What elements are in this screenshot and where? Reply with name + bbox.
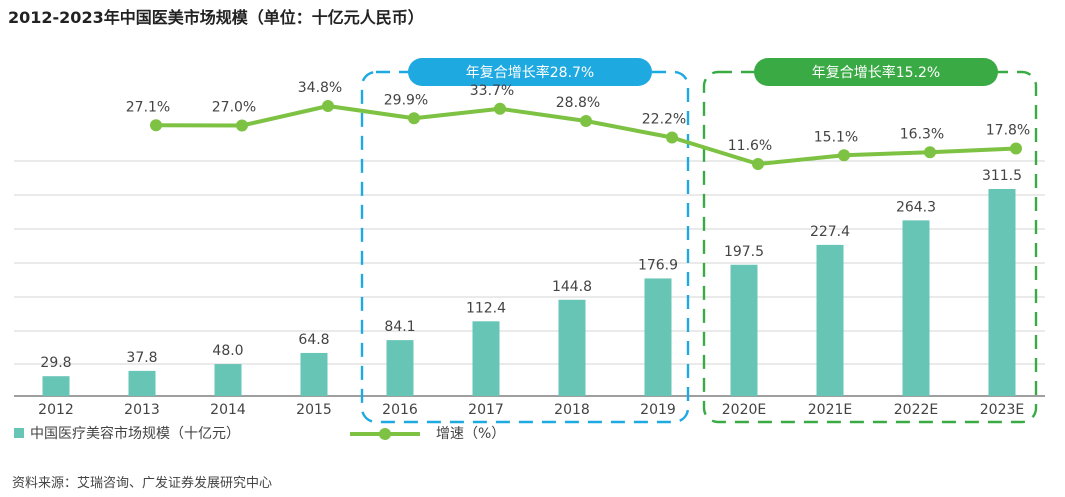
x-tick-2018: 2018 [554,402,590,418]
growth-point-2016 [408,112,420,125]
growth-label-2014: 27.0% [212,100,256,116]
x-tick-2023E: 2023E [980,402,1024,418]
x-tick-2012: 2012 [38,402,74,418]
x-axis: 2012 2013 2014 2015 2016 2017 2018 2019 2020E 202… [38,402,1024,418]
legend-line-label: 增速（%） [436,426,505,442]
x-tick-2021E: 2021E [808,402,852,418]
growth-line-series: 27.1% 27.0% 34.8% 29.9% 33.7% 28.8% 22.2% 11.6%… [126,80,1030,170]
cagr-box-2: 年复合增长率15.2% [702,58,1038,424]
growth-point-2013 [150,119,162,132]
legend-bar-swatch [14,428,24,438]
growth-label-2021E: 15.1% [814,129,858,145]
growth-label-2013: 27.1% [126,99,170,115]
bar-label-2021E: 227.4 [810,224,850,240]
bar-2023E [988,189,1016,396]
growth-point-2015 [322,100,334,112]
x-tick-2013: 2013 [124,402,160,418]
bar-label-2017: 112.4 [466,300,506,316]
growth-point-2014 [236,119,248,132]
growth-point-2022E [924,146,936,159]
cagr-label: 年复合增长率15.2% [812,64,940,81]
bar-2015 [300,352,328,396]
grid-lines [14,160,1045,397]
legend: 中国医疗美容市场规模（十亿元） 增速（%） [14,425,505,442]
growth-label-2019: 22.2% [642,112,686,128]
bar-label-2018: 144.8 [552,279,592,295]
bar-label-2012: 29.8 [40,355,71,371]
growth-line [155,104,1017,166]
cagr-pill [754,58,998,86]
growth-label-2018: 28.8% [556,95,600,111]
x-tick-2017: 2017 [468,402,504,418]
bar-label-2019: 176.9 [638,257,678,273]
cagr-box-1: 年复合增长率28.7% [360,58,690,424]
growth-point-2021E [838,149,850,162]
bar-2014 [214,364,242,396]
growth-point-2017 [494,102,506,115]
growth-point-2019 [666,131,678,144]
growth-label-2020E: 11.6% [728,138,772,154]
x-tick-2022E: 2022E [894,402,938,418]
x-tick-2019: 2019 [640,402,676,418]
bar-2020E [730,264,758,396]
bar-2017 [472,321,500,396]
growth-label-2023E: 17.8% [986,123,1030,139]
bar-2013 [128,370,156,396]
x-tick-2020E: 2020E [722,402,766,418]
bar-label-2015: 64.8 [298,332,329,348]
growth-label-2016: 29.9% [384,92,428,108]
growth-label-2022E: 16.3% [900,126,944,142]
legend-bar-label: 中国医疗美容市场规模（十亿元） [30,425,240,442]
bar-2022E [902,220,930,396]
cagr-annotations: 年复合增长率28.7% 年复合增长率15.2% [360,58,1038,424]
bar-label-2020E: 197.5 [724,244,764,260]
x-tick-2014: 2014 [210,402,246,418]
growth-label-2017: 33.7% [470,83,514,99]
bar-label-2016: 84.1 [384,319,415,335]
source-note: 资料来源：艾瑞咨询、广发证券发展研究中心 [12,476,273,491]
growth-point-2023E [1010,142,1022,155]
growth-point-2020E [752,158,764,170]
bar-2012 [42,376,70,396]
legend-line-marker [379,428,391,440]
bar-2018 [558,299,586,396]
growth-point-2018 [580,115,592,127]
bar-2019 [644,278,672,396]
bar-label-2014: 48.0 [212,343,243,359]
bar-label-2013: 37.8 [126,350,157,366]
cagr-label: 年复合增长率28.7% [466,64,594,81]
bar-series: 29.8 37.8 48.0 64.8 84.1 112.4 144.8 176.9 197.5… [40,168,1022,396]
x-tick-2016: 2016 [382,402,418,418]
bar-label-2022E: 264.3 [896,199,936,215]
growth-label-2015: 34.8% [298,80,342,96]
x-tick-2015: 2015 [296,402,332,418]
cagr-pill [408,58,652,86]
bar-2016 [386,340,414,396]
bar-2021E [816,244,844,396]
chart-title: 2012-2023年中国医美市场规模（单位：十亿元人民币） [8,8,424,27]
bar-label-2023E: 311.5 [982,168,1022,184]
